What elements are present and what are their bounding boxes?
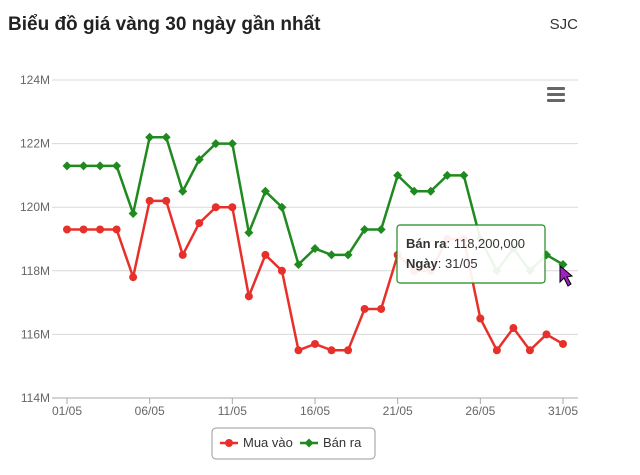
- point: [228, 203, 237, 212]
- tooltip-box: [396, 224, 546, 284]
- chart-subtitle: SJC: [550, 16, 579, 33]
- legend-label: Mua vào: [243, 435, 293, 450]
- y-tick-label: 120M: [20, 200, 50, 214]
- point: [277, 266, 286, 275]
- point: [145, 132, 155, 142]
- legend-marker: [304, 438, 314, 448]
- legend-box: [211, 427, 376, 460]
- point: [525, 346, 534, 355]
- point: [178, 250, 187, 259]
- x-tick-label: 26/05: [465, 404, 495, 418]
- point: [129, 273, 138, 282]
- point: [128, 209, 138, 219]
- tooltip-line: Bán ra: 118,200,000: [406, 236, 525, 251]
- point: [244, 228, 254, 238]
- point: [559, 339, 567, 348]
- tooltip-line: Ngày: 31/05: [406, 256, 478, 271]
- point: [62, 161, 72, 171]
- point: [260, 186, 270, 196]
- point: [327, 250, 337, 260]
- y-tick-label: 122M: [20, 137, 50, 151]
- point: [377, 304, 386, 313]
- x-tick-label: 31/05: [548, 404, 578, 418]
- point: [244, 292, 253, 301]
- x-tick-label: 21/05: [383, 404, 413, 418]
- point: [79, 225, 88, 234]
- point: [112, 225, 121, 234]
- point: [476, 314, 485, 323]
- point: [310, 244, 320, 254]
- point: [161, 132, 171, 142]
- tooltip-date-label: Ngày: [406, 256, 439, 271]
- point: [211, 203, 220, 212]
- tooltip-sep: :: [446, 236, 453, 251]
- point: [145, 196, 154, 205]
- x-tick-label: 11/05: [218, 404, 247, 418]
- tooltip-value: 118,200,000: [454, 236, 525, 251]
- point: [376, 224, 386, 234]
- y-tick-label: 114M: [21, 391, 50, 405]
- point: [426, 186, 436, 196]
- y-tick-label: 124M: [20, 73, 50, 87]
- point: [344, 346, 353, 355]
- point: [162, 196, 171, 205]
- point: [509, 324, 518, 333]
- point: [79, 161, 89, 171]
- tooltip-date: 31/05: [445, 256, 478, 271]
- point: [294, 346, 303, 355]
- cursor: [559, 264, 574, 287]
- point: [96, 225, 105, 234]
- point: [277, 202, 287, 212]
- point: [95, 161, 105, 171]
- point: [459, 170, 469, 180]
- point: [442, 170, 452, 180]
- x-tick-label: 16/05: [300, 404, 330, 418]
- point: [409, 186, 419, 196]
- menu-icon[interactable]: [547, 87, 565, 102]
- x-tick-label: 06/05: [135, 404, 165, 418]
- y-tick-label: 118M: [21, 264, 50, 278]
- x-tick-label: 01/05: [52, 404, 82, 418]
- point: [178, 186, 188, 196]
- point: [227, 139, 237, 149]
- point: [360, 304, 369, 313]
- point: [194, 155, 204, 164]
- legend-label: Bán ra: [323, 435, 362, 450]
- point: [542, 330, 551, 339]
- point: [211, 139, 221, 149]
- tooltip-series: Bán ra: [406, 236, 447, 251]
- point: [393, 170, 403, 180]
- point: [261, 250, 270, 259]
- point: [360, 224, 370, 234]
- tooltip-sep: :: [438, 256, 445, 271]
- point: [195, 219, 204, 228]
- y-tick-label: 116M: [21, 327, 50, 341]
- point: [63, 225, 71, 234]
- legend-marker: [225, 439, 233, 447]
- point: [293, 259, 303, 269]
- point: [343, 250, 353, 260]
- point: [327, 346, 336, 355]
- point: [311, 339, 319, 348]
- chart-title: Biểu đồ giá vàng 30 ngày gần nhất: [8, 14, 321, 35]
- point: [112, 161, 122, 171]
- point: [492, 346, 501, 355]
